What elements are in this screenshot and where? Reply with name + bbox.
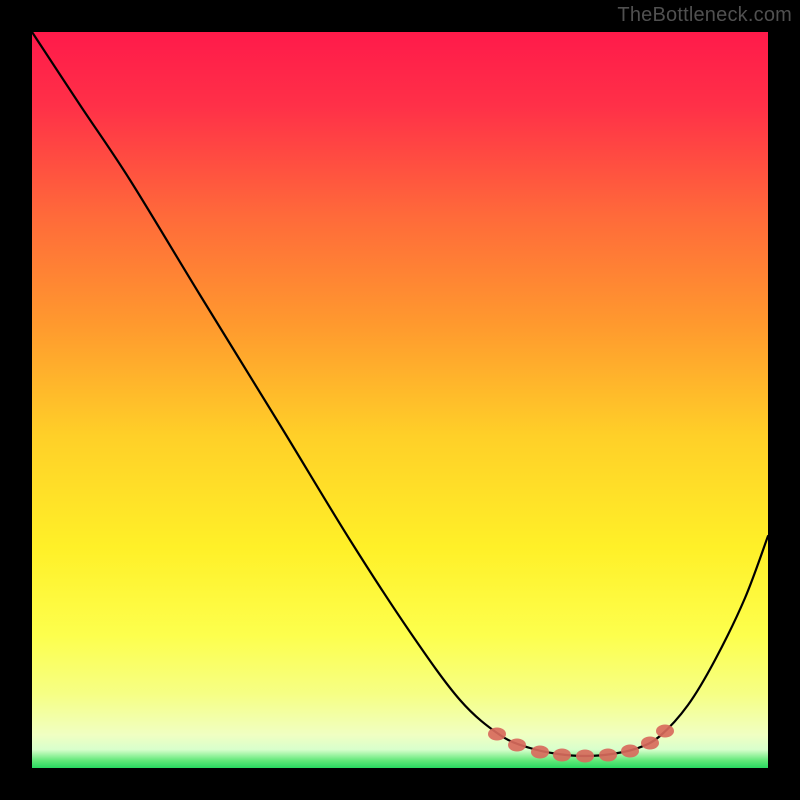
chart-gradient-background (32, 32, 768, 768)
bottleneck-chart (0, 0, 800, 800)
optimal-marker (553, 749, 571, 762)
optimal-marker (508, 739, 526, 752)
optimal-marker (621, 745, 639, 758)
optimal-marker (599, 749, 617, 762)
optimal-marker (488, 728, 506, 741)
optimal-marker (531, 746, 549, 759)
watermark-text: TheBottleneck.com (617, 4, 792, 27)
optimal-marker (656, 725, 674, 738)
optimal-marker (576, 750, 594, 763)
optimal-marker (641, 737, 659, 750)
chart-container: TheBottleneck.com (0, 0, 800, 800)
